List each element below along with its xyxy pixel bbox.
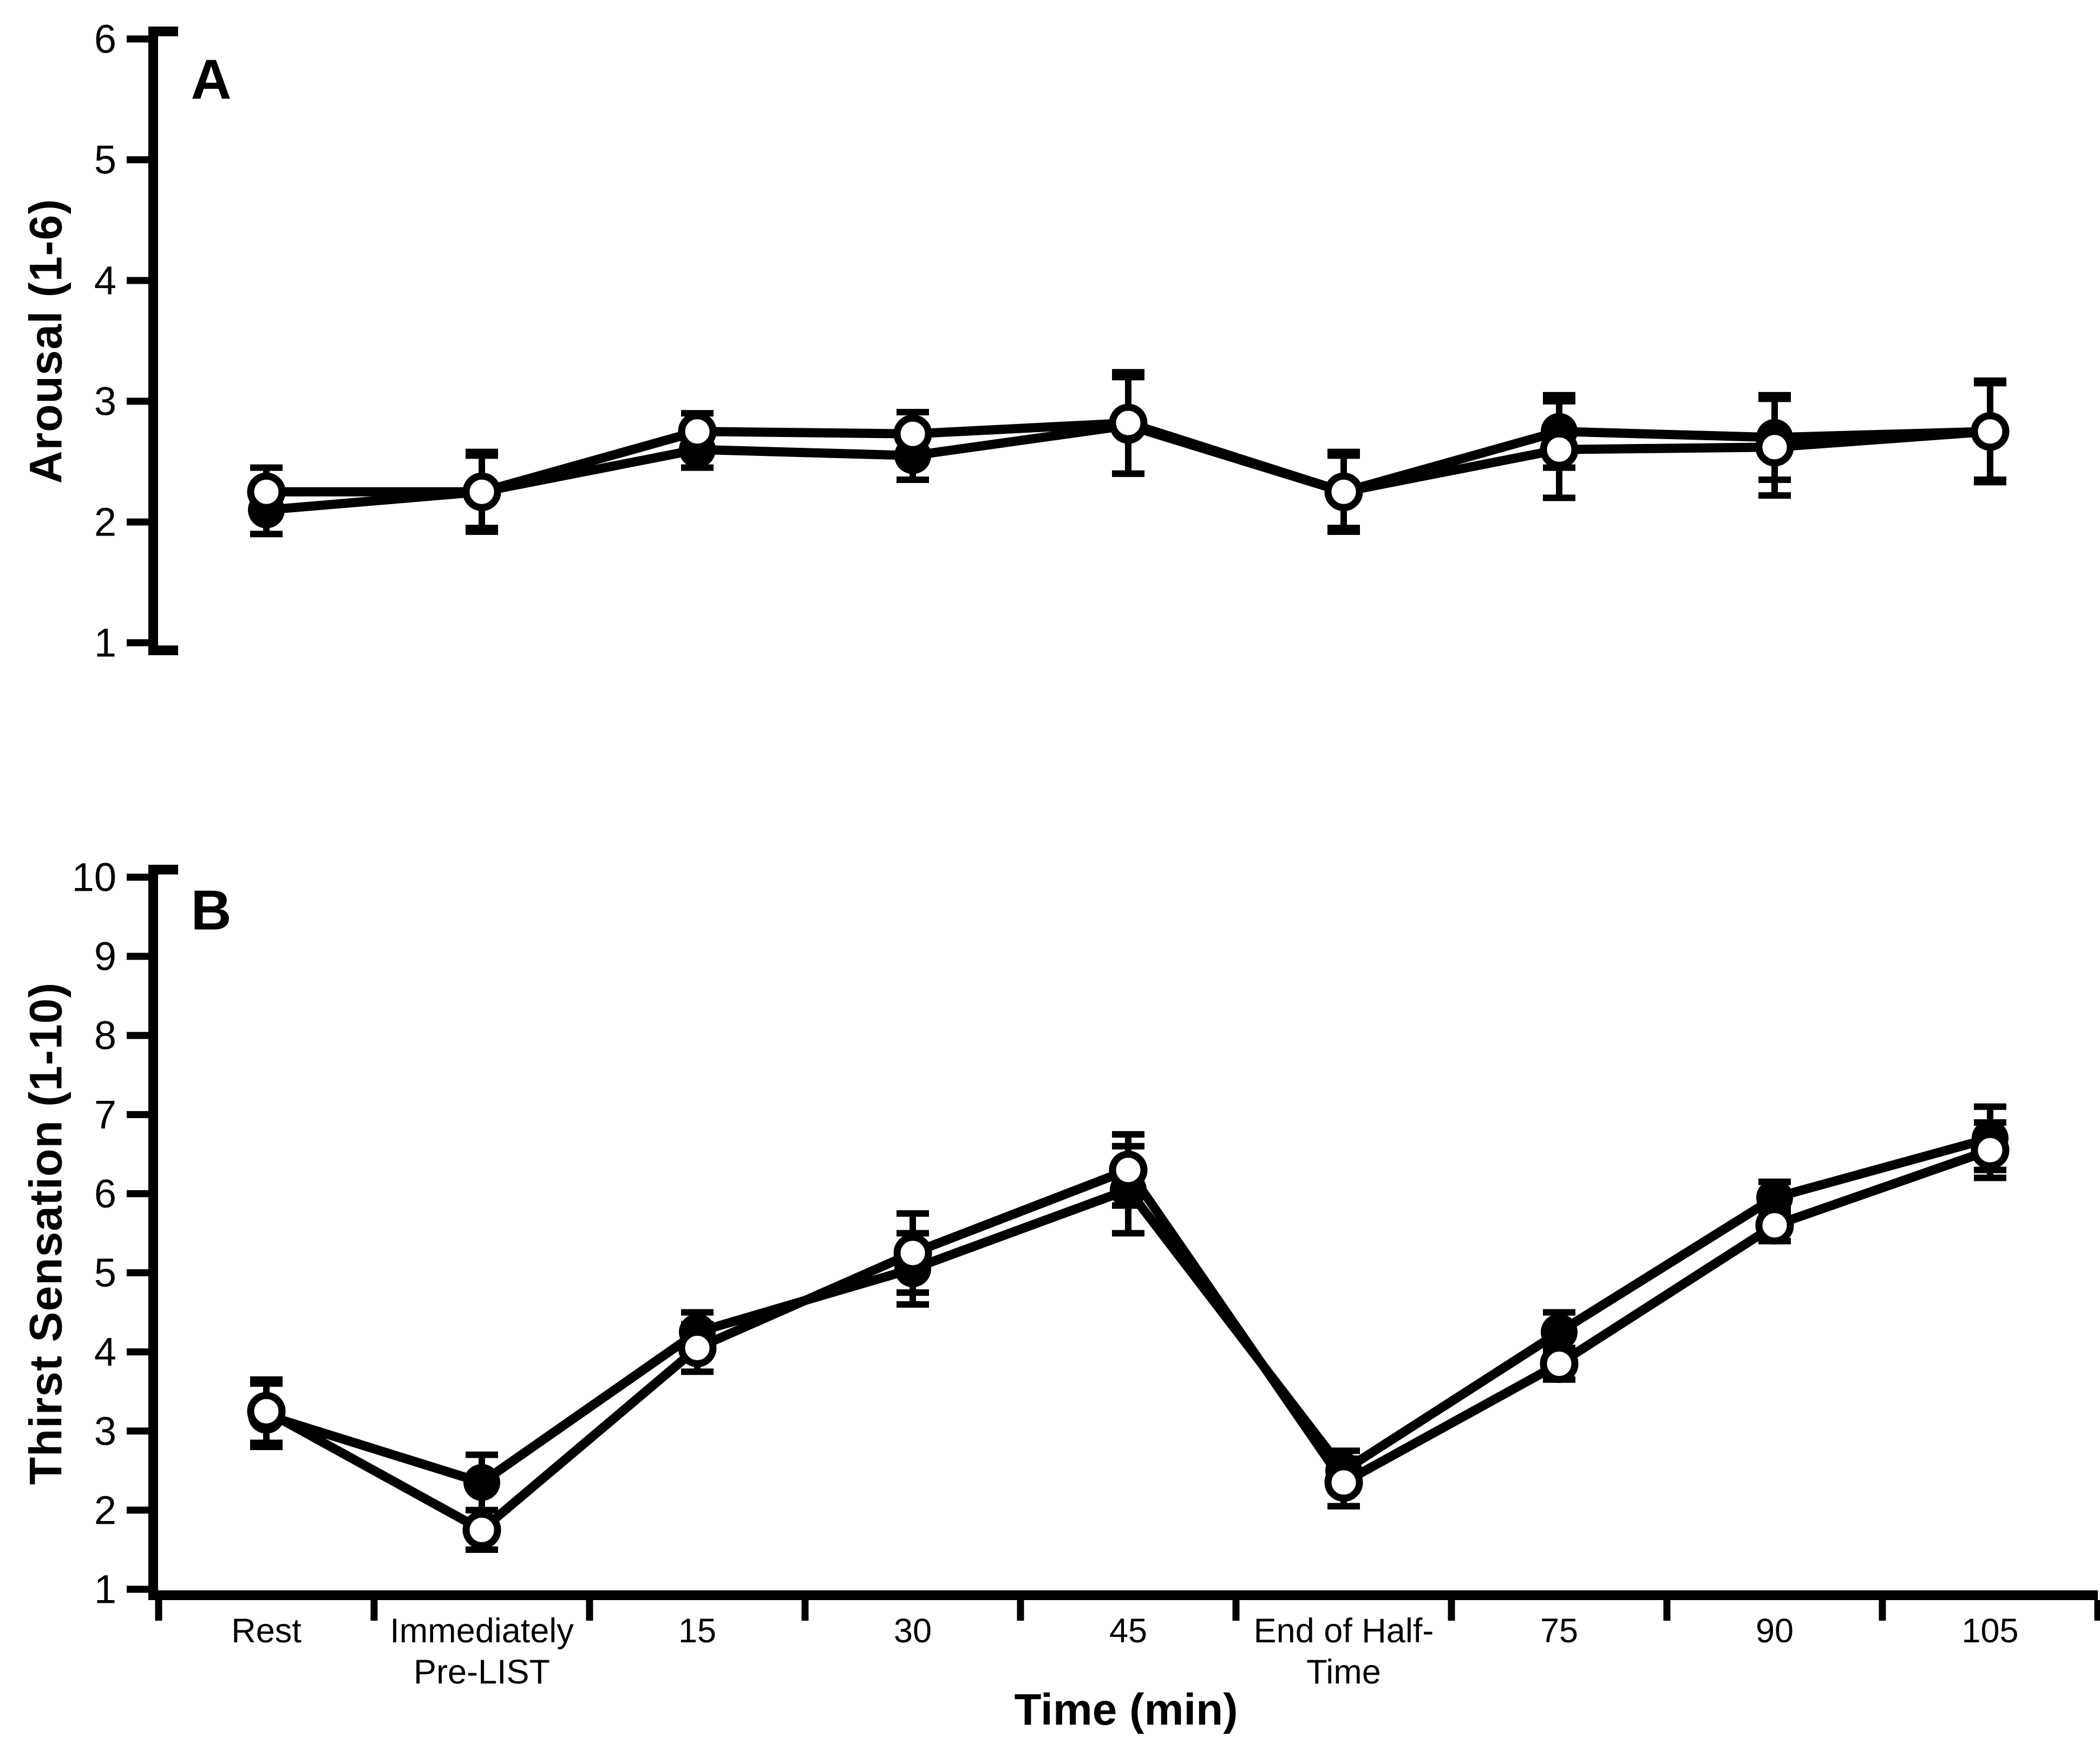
- open-circle-marker: [893, 414, 932, 453]
- panel-B-y-axis: [148, 865, 178, 1600]
- panel-A-y-axis: [148, 27, 178, 655]
- open-circle-marker: [678, 1328, 717, 1367]
- open-circle-marker: [1324, 472, 1363, 511]
- open-circle-marker: [1755, 428, 1794, 467]
- panel-b-letter: B: [191, 879, 232, 942]
- y-tick-label: 5: [94, 138, 116, 182]
- x-category-label: 30: [894, 1612, 932, 1650]
- x-axis-title: Time (min): [1014, 1685, 1238, 1734]
- y-tick-label: 2: [94, 500, 116, 545]
- open-circle-marker: [1109, 403, 1148, 442]
- x-category-label: 45: [1109, 1612, 1147, 1650]
- y-tick-label: 3: [94, 379, 116, 424]
- y-tick-label: 8: [94, 1013, 116, 1058]
- x-category-label: End of Half-Time: [1254, 1612, 1434, 1691]
- open-circle-marker: [1324, 1463, 1363, 1502]
- open-circle-marker: [1540, 430, 1579, 469]
- y-tick-label: 1: [94, 621, 116, 665]
- open-circle-marker: [1109, 1151, 1148, 1190]
- filled-circle-marker: [1756, 1179, 1793, 1216]
- y-tick-label: 10: [72, 855, 116, 900]
- y-tick-label: 7: [94, 1092, 116, 1137]
- x-category-label: 105: [1961, 1612, 2018, 1650]
- y-tick-label: 1: [94, 1567, 116, 1611]
- x-category-label: 90: [1756, 1612, 1794, 1650]
- open-circle-marker: [1540, 1345, 1579, 1383]
- open-circle-marker: [893, 1234, 932, 1272]
- y-tick-label: 2: [94, 1487, 116, 1532]
- panel-a-y-axis-title: Arousal (1-6): [20, 198, 71, 484]
- y-tick-label: 4: [94, 1329, 116, 1374]
- y-tick-label: 3: [94, 1408, 116, 1453]
- open-circle-marker: [1971, 412, 2010, 451]
- y-tick-label: 4: [94, 258, 116, 303]
- open-circle-marker: [1971, 1131, 2010, 1170]
- open-circle-marker: [247, 1392, 286, 1431]
- x-category-label: Immediately Pre-LIST: [390, 1612, 574, 1691]
- open-circle-marker: [678, 412, 717, 451]
- filled-circle-marker: [463, 1464, 500, 1501]
- y-tick-label: 5: [94, 1250, 116, 1295]
- open-circle-marker: [1755, 1206, 1794, 1245]
- open-circle-marker: [462, 472, 501, 511]
- x-category-label: Rest: [231, 1612, 302, 1650]
- panel-b-y-axis-title: Thirst Sensation (1-10): [20, 982, 71, 1485]
- filled-circle-marker: [1541, 1314, 1578, 1351]
- panel-a-letter: A: [191, 48, 232, 112]
- open-circle-marker: [462, 1510, 501, 1549]
- open-circle-marker: [247, 472, 286, 511]
- y-tick-label: 6: [94, 17, 116, 62]
- y-tick-label: 9: [94, 934, 116, 979]
- y-tick-label: 6: [94, 1171, 116, 1216]
- x-category-label: 15: [678, 1612, 716, 1650]
- x-category-label: 75: [1540, 1612, 1578, 1650]
